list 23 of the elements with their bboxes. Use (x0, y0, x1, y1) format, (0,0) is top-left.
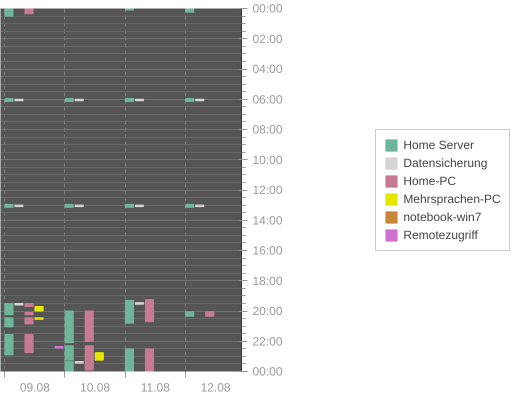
y-tick-label: 22:00 (252, 334, 283, 348)
legend-label: Home Server (403, 138, 474, 152)
y-tick-label: 00:00 (252, 364, 283, 378)
y-tick-label: 10:00 (252, 152, 283, 167)
legend-label: notebook-win7 (403, 210, 482, 224)
legend-label: Datensicherung (403, 156, 488, 170)
y-tick-label: 06:00 (252, 92, 283, 106)
y-tick-label: 12:00 (252, 183, 283, 197)
x-tick-label: 09.08 (20, 380, 50, 394)
y-tick-label: 14:00 (252, 213, 283, 228)
x-tick-label: 12.08 (200, 380, 231, 394)
y-tick-label: 04:00 (252, 62, 283, 76)
legend-label: Home-PC (403, 174, 456, 188)
y-tick-label: 00:00 (252, 2, 283, 16)
legend-label: Mehrsprachen-PC (403, 192, 501, 206)
x-tick-label: 10.08 (80, 380, 110, 394)
y-tick-label: 02:00 (252, 32, 283, 46)
y-tick-label: 16:00 (252, 244, 283, 258)
y-tick-label: 18:00 (252, 274, 283, 288)
y-tick-label: 20:00 (252, 304, 283, 318)
x-tick-label: 11.08 (140, 380, 170, 394)
legend-label: Remotezugriff (403, 228, 478, 242)
y-tick-label: 08:00 (252, 122, 283, 136)
